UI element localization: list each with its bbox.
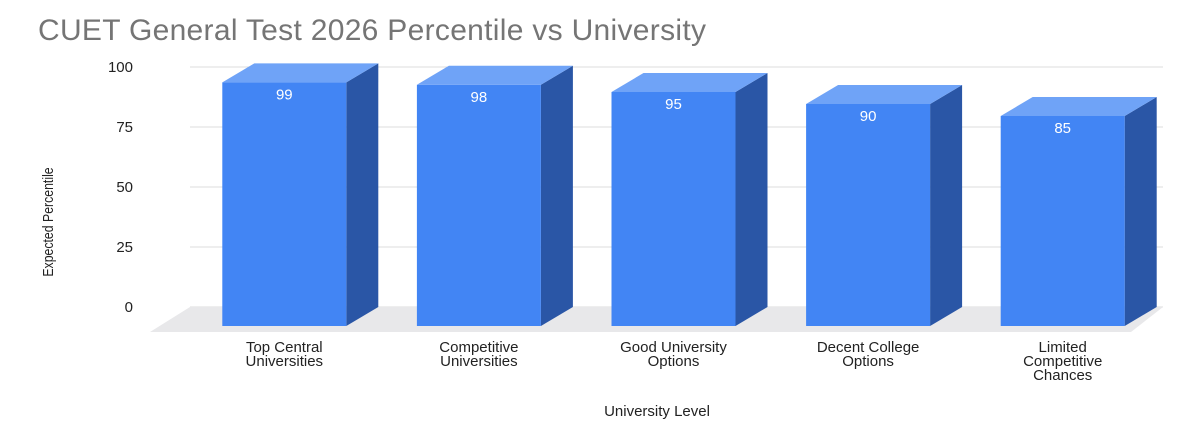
- x-tick-label: Limited Competitive Chances: [1023, 339, 1102, 384]
- x-tick-label: Good University Options: [620, 339, 727, 370]
- x-tick-label: Decent College Options: [817, 339, 920, 370]
- bar-top: [611, 73, 768, 92]
- bar-front: [806, 104, 931, 326]
- bars: 99 98 95 90 85: [222, 63, 1157, 327]
- bar-value-label: 85: [1054, 120, 1071, 137]
- bar: 99: [222, 63, 379, 327]
- y-axis-label: Expected Percentile: [40, 167, 56, 277]
- bar-value-label: 90: [860, 108, 877, 125]
- chart-title: CUET General Test 2026 Percentile vs Uni…: [38, 14, 707, 47]
- y-tick-label: 0: [125, 299, 133, 316]
- x-axis-categories: Top Central Universities Competitive Univer…: [246, 339, 1103, 384]
- x-tick-label: Top Central Universities: [246, 339, 324, 370]
- y-tick-label: 75: [116, 119, 133, 136]
- bar-side: [735, 73, 768, 326]
- bar: 85: [1000, 97, 1157, 326]
- bar: 98: [416, 65, 573, 327]
- bar-value-label: 99: [276, 86, 293, 103]
- bar-top: [1000, 97, 1157, 116]
- bar: 95: [611, 73, 768, 326]
- bar-front: [611, 92, 736, 326]
- y-tick-label: 100: [108, 59, 133, 76]
- x-axis-label: University Level: [604, 403, 710, 420]
- bar-side: [930, 85, 963, 326]
- bar-side: [540, 65, 573, 327]
- y-axis-ticks: 0 25 50 75 100: [108, 59, 133, 316]
- bar-front: [416, 84, 541, 326]
- x-tick-label: Competitive Universities: [439, 339, 518, 370]
- bar-front: [1000, 116, 1125, 326]
- bar-front: [222, 82, 347, 327]
- y-tick-label: 25: [116, 239, 133, 256]
- bar: 90: [806, 85, 963, 326]
- bar-top: [222, 63, 379, 83]
- bar-top: [806, 85, 963, 104]
- bar-top: [416, 65, 573, 85]
- bar-value-label: 98: [471, 89, 488, 106]
- bar-side: [1124, 97, 1157, 326]
- bar-side: [346, 63, 379, 327]
- y-tick-label: 50: [116, 179, 133, 196]
- bar-value-label: 95: [665, 96, 682, 113]
